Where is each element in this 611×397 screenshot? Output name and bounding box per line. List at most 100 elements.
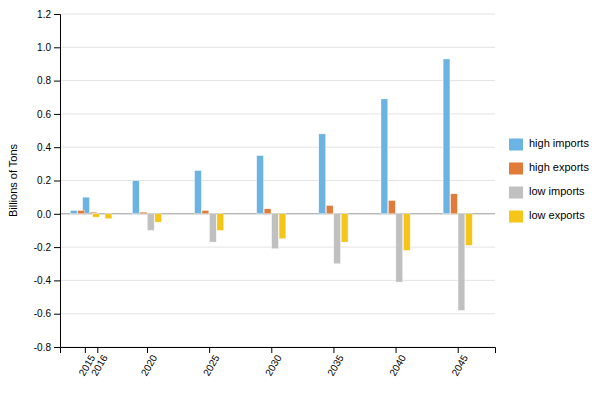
bar [140,212,147,214]
y-tick: -0.2 [34,242,60,253]
legend-item: high exports [509,161,589,174]
x-tick-mark [333,347,334,353]
bar [105,214,112,219]
x-tick-mark [458,347,459,353]
bar [209,214,216,242]
x-tick-mark [271,347,272,353]
bar [443,59,450,214]
bar [451,194,458,214]
bar [334,214,341,264]
bar [195,171,202,214]
x-axis: 20152016202020252030203520402045 [61,347,496,378]
x-tick-label: 2045 [449,353,470,378]
y-tick-label: 0.2 [37,175,51,186]
x-tick-label: 2030 [263,353,284,378]
legend-label: low imports [529,185,585,197]
x-tick-label: 2035 [325,353,346,378]
y-tick: 0.4 [37,142,60,153]
y-tick: 0.6 [37,109,60,120]
x-tick: 2045 [449,347,470,378]
grid-line [60,47,495,48]
y-tick-mark [54,314,60,315]
y-tick: -0.4 [34,275,60,286]
x-tick-mark [209,347,210,353]
y-tick-label: -0.2 [34,242,52,253]
grid-line [60,180,495,181]
x-axis-line [61,348,496,354]
y-tick-mark [54,14,60,15]
x-tick-label: 2020 [139,353,160,378]
legend-swatch [509,139,523,151]
bar [465,214,472,246]
legend-item: low imports [509,185,585,198]
y-tick-label: 0.0 [37,209,51,220]
legend-label: high exports [529,161,589,173]
x-tick-label: 2016 [89,353,110,378]
y-tick-mark [54,147,60,148]
x-tick-mark [97,347,98,353]
legend-label: low exports [529,209,585,221]
bar [279,214,286,239]
bar-series [147,214,465,311]
bars [70,59,472,310]
y-tick: 1.0 [37,42,60,53]
x-tick-mark [147,347,148,353]
y-tick-mark [54,114,60,115]
plot: -0.8 -0.6 -0.4 -0.2 0.0 0.2 0.4 0.6 0.8 1.0 1.2 201… [34,9,496,378]
bar-series [78,194,458,214]
y-tick-mark [54,247,60,248]
y-tick: 1.2 [37,9,60,20]
bar [155,214,162,222]
y-tick-label: 0.4 [37,142,51,153]
x-tick-mark [396,347,397,353]
bar-series [70,59,450,214]
grid-line [60,14,495,15]
y-tick-mark [54,347,60,348]
y-tick-mark [54,280,60,281]
x-tick: 2035 [325,347,346,378]
bar [381,99,388,214]
y-tick: 0.2 [37,175,60,186]
x-tick: 2030 [263,347,284,378]
x-tick-mark [85,347,86,353]
bar [458,214,465,311]
grid-line [60,280,495,281]
bar [202,210,209,213]
y-tick-label: -0.6 [34,308,52,319]
legend-swatch [509,187,523,199]
bar [319,134,326,214]
bar [70,210,77,213]
grid-line [60,313,495,314]
x-tick-label: 2025 [201,353,222,378]
bar [78,210,85,213]
bar-series [93,214,473,251]
y-tick-mark [54,47,60,48]
bar [403,214,410,251]
x-tick: 2025 [201,347,222,378]
y-tick: 0.8 [37,75,60,86]
grid-line [60,147,495,148]
bar [264,209,271,214]
y-tick-label: -0.4 [34,275,52,286]
bar [272,214,279,249]
grid-line [60,80,495,81]
bar [132,181,139,214]
y-tick-mark [54,81,60,82]
bar [217,214,224,231]
bar [396,214,403,282]
y-tick: 0.0 [37,209,60,220]
legend-swatch [509,211,523,223]
y-tick-label: 0.8 [37,75,51,86]
bar [257,156,264,214]
bar [85,213,92,214]
legend-item: low exports [509,209,585,222]
grid [60,14,495,347]
x-tick: 2040 [387,347,408,378]
bar [341,214,348,242]
chart: -0.8 -0.6 -0.4 -0.2 0.0 0.2 0.4 0.6 0.8 1.0 1.2 201… [0,0,611,397]
x-tick: 2016 [89,347,110,378]
y-axis-title: Billions of Tons [7,143,19,217]
y-tick-label: -0.8 [34,342,52,353]
y-tick-label: 0.6 [37,109,51,120]
x-tick: 2020 [139,347,160,378]
